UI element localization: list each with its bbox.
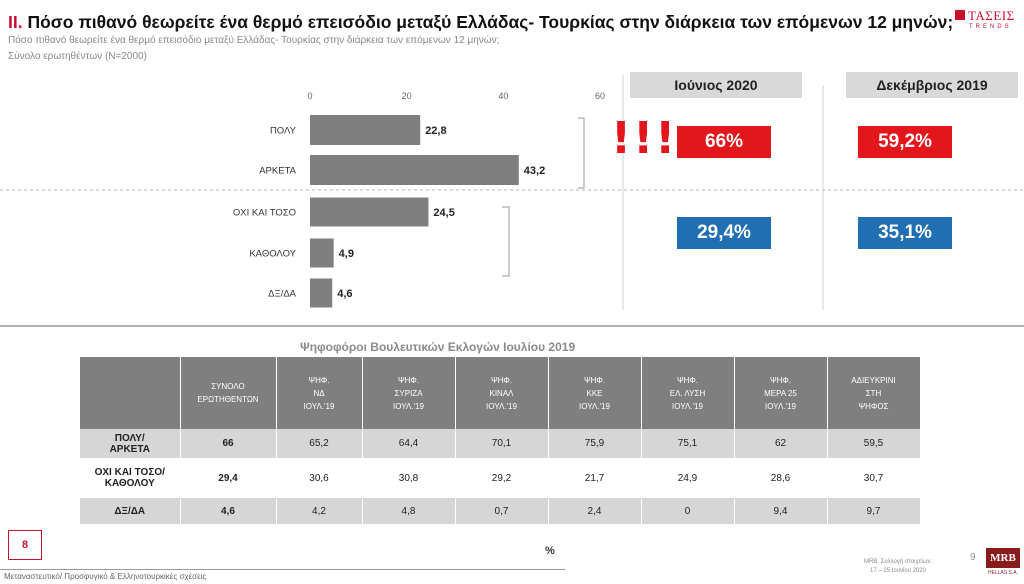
table-cell: 9,7 bbox=[827, 498, 921, 524]
table-cell: 4,8 bbox=[362, 498, 456, 524]
table-cell: 9,4 bbox=[734, 498, 828, 524]
table-cell: 28,6 bbox=[734, 458, 828, 498]
table-cell: 66 bbox=[180, 429, 277, 458]
crosstab-table: ΣΥΝΟΛΟ ΕΡΩΤΗΘΕΝΤΩΝ ΨΗΦ. ΝΔ ΙΟΥΛ.'19 ΨΗΦ. ΣΥΡΙΖ… bbox=[80, 357, 921, 524]
unit-label: % bbox=[545, 545, 555, 557]
period-label-december-2019: Δεκέμβριος 2019 bbox=[846, 72, 1018, 98]
likely-badge-june-2020: 66% bbox=[677, 126, 771, 158]
table-cell: 24,9 bbox=[641, 458, 735, 498]
table-cell: 62 bbox=[734, 429, 828, 458]
category-label: ΚΑΘΟΛΟΥ bbox=[249, 249, 296, 260]
row-label: ΠΟΛΥ/ΑΡΚΕΤΑ bbox=[80, 429, 181, 458]
data-label: 43,2 bbox=[524, 165, 545, 177]
bar-chart: 0 20 40 60 ΠΟΛΥ 22,8 ΑΡΚΕΤΑ 43,2 ΟΧΙ ΚΑΙ ΤΟΣΟ 24… bbox=[0, 75, 1024, 327]
row-label: ΔΞ/ΔΑ bbox=[80, 498, 181, 524]
x-tick-label: 20 bbox=[402, 91, 412, 101]
table-cell: 59,5 bbox=[827, 429, 921, 458]
bracket-unlikely bbox=[502, 206, 510, 277]
table-corner bbox=[80, 357, 181, 429]
bracket-likely bbox=[578, 117, 585, 189]
bar bbox=[310, 238, 334, 268]
column-header: ΨΗΦ. ΝΔ ΙΟΥΛ.'19 bbox=[276, 357, 363, 429]
data-label: 4,9 bbox=[339, 248, 354, 260]
category-label: ΑΡΚΕΤΑ bbox=[259, 166, 296, 177]
table-cell: 0 bbox=[641, 498, 735, 524]
chart-subtitle: Πόσο πιθανό θεωρείτε ένα θερμό επεισόδιο… bbox=[8, 35, 500, 46]
table-cell: 0,7 bbox=[455, 498, 549, 524]
title-prefix: II. bbox=[8, 12, 23, 32]
bar bbox=[310, 115, 421, 145]
table-cell: 4,6 bbox=[180, 498, 277, 524]
table-cell: 70,1 bbox=[455, 429, 549, 458]
column-header: ΨΗΦ. ΕΛ. ΛΥΣΗ ΙΟΥΛ.'19 bbox=[641, 357, 735, 429]
data-label: 22,8 bbox=[425, 125, 446, 137]
category-label: ΔΞ/ΔΑ bbox=[268, 289, 297, 300]
page-title: II. Πόσο πιθανό θεωρείτε ένα θερμό επεισ… bbox=[8, 12, 953, 33]
x-tick-label: 40 bbox=[498, 91, 508, 101]
bar bbox=[310, 155, 519, 185]
column-header: ΣΥΝΟΛΟ ΕΡΩΤΗΘΕΝΤΩΝ bbox=[180, 357, 277, 429]
table-row: ΔΞ/ΔΑ 4,6 4,2 4,8 0,7 2,4 0 9,4 9,7 bbox=[80, 498, 921, 524]
alert-exclamation-icon: !!! bbox=[611, 113, 678, 164]
table-cell: 30,6 bbox=[276, 458, 363, 498]
data-label: 4,6 bbox=[337, 288, 352, 300]
mrb-logo-subtext: HELLAS S.A. bbox=[987, 570, 1018, 576]
logo-mark bbox=[955, 10, 965, 20]
unlikely-badge-june-2020: 29,4% bbox=[677, 217, 771, 249]
column-header: ΨΗΦ. ΣΥΡΙΖΑ ΙΟΥΛ.'19 bbox=[362, 357, 456, 429]
category-label: ΠΟΛΥ bbox=[270, 126, 297, 137]
column-header: ΨΗΦ. ΚΚΕ ΙΟΥΛ.'19 bbox=[548, 357, 642, 429]
table-cell: 21,7 bbox=[548, 458, 642, 498]
table-cell: 75,1 bbox=[641, 429, 735, 458]
table-title: Ψηφοφόροι Βουλευτικών Εκλογών Ιουλίου 20… bbox=[300, 340, 576, 354]
mrb-logo-mark: MRB bbox=[986, 548, 1020, 568]
table-header-row: ΣΥΝΟΛΟ ΕΡΩΤΗΘΕΝΤΩΝ ΨΗΦ. ΝΔ ΙΟΥΛ.'19 ΨΗΦ. ΣΥΡΙΖ… bbox=[80, 357, 921, 429]
column-header: ΨΗΦ. ΚΙΝΑΛ ΙΟΥΛ.'19 bbox=[455, 357, 549, 429]
column-header: ΑΔΙΕΥΚΡΙΝΙ ΣΤΗ ΨΗΦΟΣ bbox=[827, 357, 921, 429]
data-label: 24,5 bbox=[433, 207, 454, 219]
table-cell: 4,2 bbox=[276, 498, 363, 524]
row-label: ΟΧΙ ΚΑΙ ΤΟΣΟ/ΚΑΘΟΛΟΥ bbox=[80, 458, 181, 498]
period-label-june-2020: Ιούνιος 2020 bbox=[630, 72, 802, 98]
column-header: ΨΗΦ. ΜΕΡΑ 25 ΙΟΥΛ.'19 bbox=[734, 357, 828, 429]
page-badge: 8 bbox=[8, 530, 42, 560]
table-cell: 29,4 bbox=[180, 458, 277, 498]
table-row: ΠΟΛΥ/ΑΡΚΕΤΑ 66 65,2 64,4 70,1 75,9 75,1 62 59,5 bbox=[80, 429, 921, 458]
table-cell: 2,4 bbox=[548, 498, 642, 524]
logo-text: ΤΑΣΕΙΣ bbox=[968, 8, 1015, 23]
logo-subtext: TRENDS bbox=[969, 24, 1012, 30]
table-cell: 30,8 bbox=[362, 458, 456, 498]
table-row: ΟΧΙ ΚΑΙ ΤΟΣΟ/ΚΑΘΟΛΟΥ 29,4 30,6 30,8 29,2 21,7… bbox=[80, 458, 921, 498]
likely-badge-december-2019: 59,2% bbox=[858, 126, 952, 158]
footer-section-title: Μεταναστευτικό/ Προσφυγικό & Ελληνοτουρκ… bbox=[4, 572, 207, 581]
table-cell: 75,9 bbox=[548, 429, 642, 458]
page-number: 9 bbox=[970, 552, 976, 563]
footer-source-line1: MRB, Συλλογή στοιχείων: bbox=[863, 559, 933, 565]
title-text: Πόσο πιθανό θεωρείτε ένα θερμό επεισόδιο… bbox=[27, 12, 954, 32]
sample-size: Σύνολο ερωτηθέντων (N=2000) bbox=[8, 51, 147, 62]
x-tick-label: 0 bbox=[307, 91, 312, 101]
bar bbox=[310, 278, 333, 308]
table-cell: 65,2 bbox=[276, 429, 363, 458]
mrb-logo: MRB HELLAS S.A. bbox=[986, 548, 1020, 578]
table-cell: 64,4 bbox=[362, 429, 456, 458]
x-tick-label: 60 bbox=[595, 91, 605, 101]
footer-source: MRB, Συλλογή στοιχείων: 17 – 25 Ιουνίου 2… bbox=[848, 558, 948, 576]
table-cell: 29,2 bbox=[455, 458, 549, 498]
tasis-logo: ΤΑΣΕΙΣ TRENDS bbox=[955, 8, 1015, 38]
footer-source-line2: 17 – 25 Ιουνίου 2020 bbox=[870, 568, 926, 574]
unlikely-badge-december-2019: 35,1% bbox=[858, 217, 952, 249]
bar bbox=[310, 197, 429, 227]
category-label: ΟΧΙ ΚΑΙ ΤΟΣΟ bbox=[233, 208, 296, 219]
table-cell: 30,7 bbox=[827, 458, 921, 498]
footer-divider bbox=[0, 569, 565, 570]
